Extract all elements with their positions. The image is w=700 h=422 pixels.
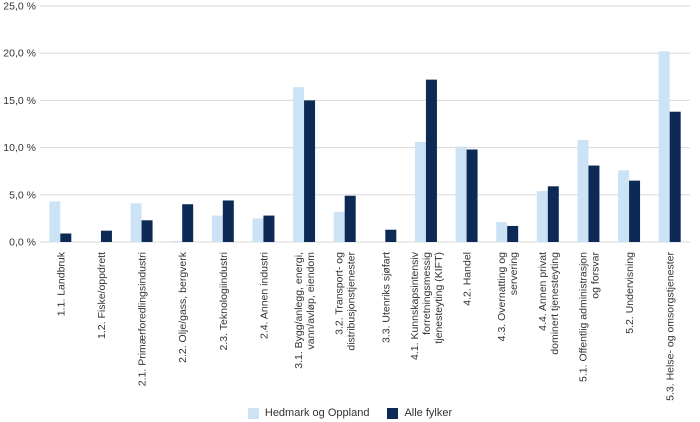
bar-alle-fylker: [141, 220, 153, 242]
bar-hedmark-oppland: [333, 211, 345, 242]
bar-hedmark-oppland: [130, 203, 142, 242]
y-tick-label: 10,0 %: [3, 142, 36, 154]
x-category-label: 5.2. Undervisning: [624, 252, 636, 334]
bar-alle-fylker: [547, 186, 559, 242]
x-category-label-line: dominert tjenesteyting: [549, 252, 561, 355]
y-tick-label: 20,0 %: [3, 48, 36, 60]
x-category-label: 2.1. Primærforedlingsindustri: [137, 252, 149, 386]
bar-hedmark-oppland: [496, 222, 508, 242]
x-category-label-line: 1.1. Landbruk: [55, 251, 67, 316]
bar-hedmark-oppland: [536, 191, 548, 242]
x-category-label-line: 4.1. Kunnskapsintensiv: [409, 251, 421, 360]
x-category-label-line: vann/avløp, eiendom: [305, 252, 317, 350]
bar-alle-fylker: [669, 111, 681, 242]
y-tick-label: 25,0 %: [3, 1, 36, 13]
x-category-label-line: distribusjonstjenester: [346, 252, 358, 351]
legend-item-alle-fylker: Alle fylker: [387, 407, 452, 419]
x-category-label-line: 1.2. Fiske/oppdrett: [96, 252, 108, 339]
x-category-label-line: 3.2. Transport- og: [334, 252, 346, 335]
bar-hedmark-oppland: [211, 215, 223, 242]
bar-alle-fylker: [182, 204, 194, 242]
x-category-label-line: 4.4. Annen privat: [537, 252, 549, 331]
bar-alle-fylker: [507, 225, 519, 242]
bar-alle-fylker: [385, 229, 397, 242]
x-category-label: 5.1. Offentlig administrasjon og forsvar: [577, 251, 601, 381]
x-category-label: 1.2. Fiske/oppdrett: [96, 252, 108, 339]
bar-hedmark-oppland: [171, 241, 183, 242]
bar-chart: 0,0 % 5,0 % 10,0 % 15,0 % 20,0 % 25,0 % 1.1. L…: [3, 1, 690, 401]
x-category-label-line: 2.4. Annen industri: [258, 252, 270, 339]
x-category-label: 4.4. Annen privat dominert tjenesteyting: [537, 252, 561, 355]
x-category-label: 4.2. Handel: [462, 252, 474, 306]
legend-label-alle-fylker: Alle fylker: [404, 407, 453, 419]
bar-hedmark-oppland: [252, 218, 264, 242]
legend-label-hedmark-oppland: Hedmark og Oppland: [264, 407, 370, 419]
bar-hedmark-oppland: [455, 146, 467, 242]
x-category-label-line: 3.1. Bygg/anlegg, energi,: [293, 252, 305, 369]
x-category-label-line: forretningsmessig: [421, 252, 433, 335]
bar-alle-fylker: [222, 200, 234, 242]
x-category-label-line: og forsvar: [589, 251, 601, 298]
bar-hedmark-oppland: [414, 141, 426, 242]
bar-hedmark-oppland: [293, 87, 305, 243]
y-tick-label: 15,0 %: [3, 95, 36, 107]
x-category-label-line: tjenesteyting (KIFT): [433, 252, 445, 344]
bar-hedmark-oppland: [618, 170, 630, 242]
x-category-label-line: 4.2. Handel: [462, 252, 474, 306]
bar-alle-fylker: [344, 195, 356, 242]
x-category-label: 2.3. Teknologiindustri: [218, 252, 230, 350]
x-category-label: 3.2. Transport- og distribusjonstjenester: [334, 252, 358, 351]
x-category-label: 1.1. Landbruk: [55, 251, 67, 316]
x-category-label: 5.3. Helse- og omsorgstjenester: [665, 252, 677, 401]
y-tick-label: 0,0 %: [9, 237, 36, 249]
legend-swatch-hedmark-oppland: [247, 407, 259, 419]
y-tick-label: 5,0 %: [9, 189, 36, 201]
x-category-label-line: 2.3. Teknologiindustri: [218, 252, 230, 350]
x-category-label: 2.2. Olje/gass, bergverk: [177, 251, 189, 363]
bar-alle-fylker: [263, 215, 275, 242]
bar-alle-fylker: [304, 100, 316, 243]
x-category-label: 3.3. Utenriks sjøfart: [380, 252, 392, 343]
x-category-label-line: 2.2. Olje/gass, bergverk: [177, 251, 189, 363]
bar-alle-fylker: [425, 79, 437, 242]
bar-hedmark-oppland: [658, 51, 670, 243]
x-category-label-line: 5.2. Undervisning: [624, 252, 636, 334]
bar-alle-fylker: [588, 165, 600, 242]
legend-swatch-alle-fylker: [387, 407, 399, 419]
x-category-label-line: servering: [508, 252, 520, 295]
bar-hedmark-oppland: [49, 201, 61, 242]
legend: Hedmark og Oppland Alle fylker: [0, 404, 700, 422]
bar-alle-fylker: [629, 180, 641, 242]
x-category-label: 3.1. Bygg/anlegg, energi, vann/avløp, eie…: [293, 252, 317, 369]
x-category-label-line: 5.1. Offentlig administrasjon: [577, 252, 589, 382]
legend-item-hedmark-oppland: Hedmark og Oppland: [247, 407, 370, 419]
x-category-label: 2.4. Annen industri: [258, 252, 270, 339]
bar-hedmark-oppland: [577, 140, 589, 242]
x-category-label-line: 2.1. Primærforedlingsindustri: [137, 252, 149, 386]
bar-alle-fylker: [466, 149, 478, 242]
x-category-label-line: 3.3. Utenriks sjøfart: [380, 252, 392, 343]
x-category-label-line: 5.3. Helse- og omsorgstjenester: [665, 252, 677, 401]
bar-alle-fylker: [60, 233, 72, 242]
x-category-label-line: 4.3. Overnatting og: [496, 252, 508, 341]
x-category-label: 4.3. Overnatting og servering: [496, 252, 520, 341]
bar-alle-fylker: [100, 230, 112, 242]
x-category-label: 4.1. Kunnskapsintensiv forretningsmessig t…: [409, 251, 445, 360]
